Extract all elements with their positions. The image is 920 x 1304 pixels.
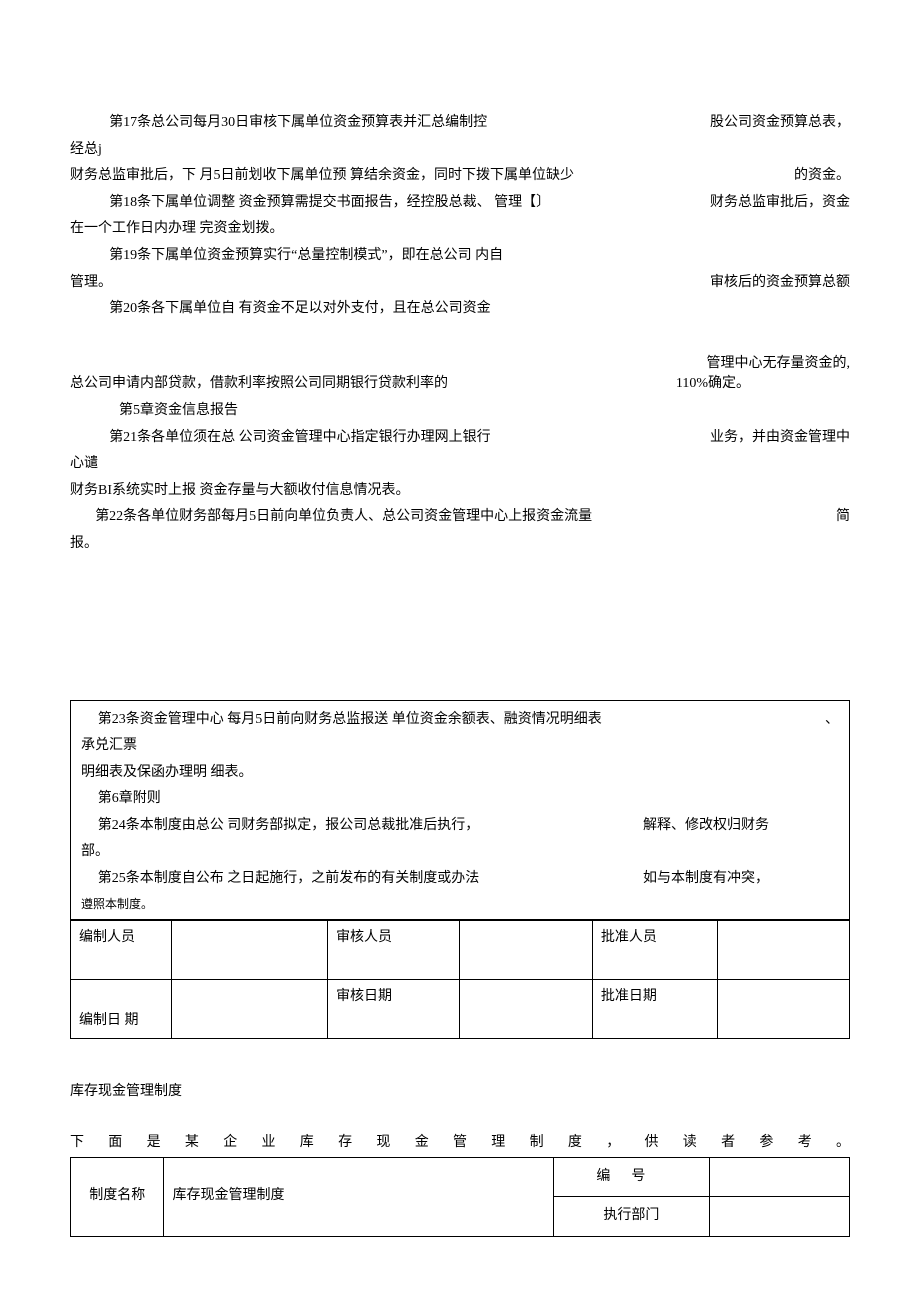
article-17-left: 第17条总公司每月30日审核下属单位资金预算表并汇总编制控 <box>70 110 487 137</box>
table-row: 编制人员 审核人员 批准人员 <box>71 921 850 980</box>
cell-approve-date-label: 批准日期 <box>592 980 717 1039</box>
boxed-section: 第23条资金管理中心 每月5日前向财务总监报送 单位资金余额表、融资情况明细表 、… <box>70 700 850 921</box>
chapter-6-title: 第6章附则 <box>81 786 839 813</box>
cell-policy-name-label: 制度名称 <box>71 1157 164 1236</box>
line-loan-right: 110%确定。 <box>676 371 850 398</box>
cell-approve-date-value <box>717 980 849 1039</box>
line-oneday: 在一个工作日内办理 完资金划拨。 <box>70 216 850 243</box>
cell-prepare-date-label: 编制日 期 <box>71 980 172 1039</box>
line-chengdui: 承兑汇票 <box>81 733 839 760</box>
cell-prepare-date-value <box>172 980 328 1039</box>
cell-reviewed-by-label: 审核人员 <box>328 921 460 980</box>
chapter-5-title: 第5章资金信息报告 <box>70 398 850 425</box>
intro-line: 下面是某企业库存现金管理制度，供读者参考。 <box>70 1130 850 1157</box>
article-23-left: 第23条资金管理中心 每月5日前向财务总监报送 单位资金余额表、融资情况明细表 <box>81 707 602 734</box>
line-bao: 报。 <box>70 531 850 558</box>
article-19: 第19条下属单位资金预算实行“总量控制模式”，即在总公司 内自 <box>70 243 850 270</box>
cell-dept-label: 执行部门 <box>553 1197 709 1237</box>
article-25-right: 如与本制度有冲突， <box>643 866 839 893</box>
cell-prepared-by-label: 编制人员 <box>71 921 172 980</box>
article-20: 第20条各下属单位自 有资金不足以对外支付，且在总公司资金 <box>70 296 850 323</box>
cell-prepared-by-value <box>172 921 328 980</box>
line-cfo-left: 财务总监审批后，下 月5日前划收下属单位预 算结余资金，同时下拨下属单位缺少 <box>70 163 574 190</box>
table-row: 制度名称 库存现金管理制度 编号 <box>71 1157 850 1197</box>
article-24-right: 解释、修改权归财务 <box>643 813 839 840</box>
cell-review-date-label: 审核日期 <box>328 980 460 1039</box>
line-bu: 部。 <box>81 839 839 866</box>
article-22-left: 第22条各单位财务部每月5日前向单位负责人、总公司资金管理中心上报资金流量 <box>70 504 592 531</box>
article-18-right: 财务总监审批后，资金 <box>710 190 850 217</box>
article-24-left: 第24条本制度由总公 司财务部拟定，报公司总裁批准后执行， <box>81 813 479 840</box>
article-21-left: 第21条各单位须在总 公司资金管理中心指定银行办理网上银行 <box>70 425 491 452</box>
article-22-right: 简 <box>836 504 850 531</box>
line-jing: 经总j <box>70 137 850 164</box>
cell-dept-value <box>709 1197 849 1237</box>
approval-table: 编制人员 审核人员 批准人员 编制日 期 审核日期 批准日期 <box>70 920 850 1039</box>
article-23-right: 、 <box>825 707 839 734</box>
line-mingxi: 明细表及保函办理明 细表。 <box>81 760 839 787</box>
line-xinqian: 心谴 <box>70 451 850 478</box>
cell-approved-by-label: 批准人员 <box>592 921 717 980</box>
line-loan-left: 总公司申请内部贷款，借款利率按照公司同期银行贷款利率的 <box>70 371 448 398</box>
article-17-right: 股公司资金预算总表， <box>710 110 850 137</box>
article-18-left: 第18条下属单位调整 资金预算需提交书面报告，经控股总裁、 管理【〕 <box>70 190 550 217</box>
cell-review-date-value <box>460 980 592 1039</box>
line-bi: 财务BI系统实时上报 资金存量与大额收付信息情况表。 <box>70 478 850 505</box>
cell-number-label: 编号 <box>553 1157 709 1197</box>
line-cfo-right: 的资金。 <box>794 163 850 190</box>
section-title-cash: 库存现金管理制度 <box>70 1079 850 1106</box>
cell-reviewed-by-value <box>460 921 592 980</box>
line-guanli-right: 审核后的资金预算总额 <box>710 270 850 297</box>
policy-header-table: 制度名称 库存现金管理制度 编号 执行部门 <box>70 1157 850 1237</box>
cell-number-value <box>709 1157 849 1197</box>
line-zunzhao: 遵照本制度。 <box>81 893 839 916</box>
cell-policy-name-value: 库存现金管理制度 <box>164 1157 554 1236</box>
table-row: 编制日 期 审核日期 批准日期 <box>71 980 850 1039</box>
cell-approved-by-value <box>717 921 849 980</box>
article-25-left: 第25条本制度自公布 之日起施行，之前发布的有关制度或办法 <box>81 866 479 893</box>
line-guanli-left: 管理。 <box>70 270 112 297</box>
article-21-right: 业务，并由资金管理中 <box>710 425 850 452</box>
